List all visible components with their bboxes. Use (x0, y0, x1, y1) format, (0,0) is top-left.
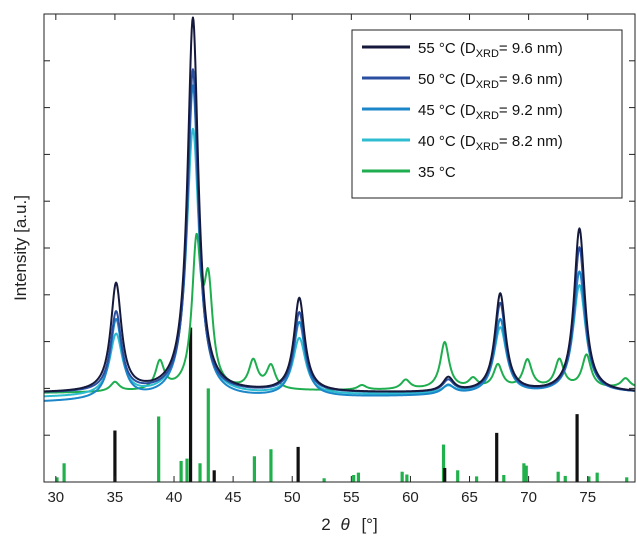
x-axis-label: 2 θ [°] (321, 515, 377, 534)
reference-stick-green (456, 470, 460, 482)
reference-stick-green (55, 477, 59, 482)
x-tick-label: 40 (166, 489, 183, 506)
legend-label: 40 °C (DXRD= 8.2 nm) (418, 133, 563, 153)
x-axis: 30 35 40 45 50 55 60 65 70 75 (47, 14, 596, 506)
reference-stick-green (405, 474, 409, 482)
reference-stick-green (185, 458, 189, 482)
reference-stick-green (595, 472, 599, 482)
reference-stick-green (269, 449, 273, 482)
reference-stick-green (587, 476, 591, 482)
reference-stick-green (441, 444, 446, 482)
x-axis-label-theta: θ (340, 515, 350, 534)
reference-stick-black (188, 327, 193, 482)
reference-stick-green (475, 476, 479, 482)
reference-stick-green (322, 478, 326, 482)
legend-label: 55 °C (DXRD= 9.6 nm) (418, 40, 563, 60)
legend-label: 45 °C (DXRD= 9.2 nm) (418, 102, 563, 122)
series-line-0 (43, 16, 636, 393)
x-axis-label-unit: [°] (361, 515, 377, 534)
legend-label: 35 °C (418, 164, 456, 181)
x-tick-label: 35 (107, 489, 124, 506)
reference-stick-green (522, 463, 526, 482)
reference-stick-black (495, 432, 499, 482)
reference-stick-green (502, 474, 506, 482)
y-axis (44, 60, 635, 436)
series-line-4 (43, 232, 636, 394)
y-axis-label: Intensity [a.u.] (11, 195, 30, 301)
reference-stick-green (157, 416, 161, 482)
reference-stick-black (443, 467, 447, 482)
reference-stick-green (356, 472, 361, 482)
x-tick-label: 50 (284, 489, 301, 506)
series-line-2 (43, 84, 636, 402)
reference-stick-black (113, 430, 117, 482)
legend: 55 °C (DXRD= 9.6 nm) 50 °C (DXRD= 9.6 nm)… (351, 29, 623, 199)
reference-stick-black (296, 446, 300, 482)
x-tick-label: 60 (402, 489, 419, 506)
reference-stick-green (62, 463, 66, 482)
reference-stick-green (252, 456, 256, 482)
plot-frame (43, 13, 636, 483)
reference-stick-green (625, 477, 629, 482)
legend-label: 50 °C (DXRD= 9.6 nm) (418, 71, 563, 91)
reference-stick-green (206, 388, 210, 482)
x-tick-label: 70 (520, 489, 537, 506)
reference-stick-green (524, 465, 528, 482)
x-tick-label: 30 (47, 489, 64, 506)
reference-stick-green (198, 463, 202, 482)
x-axis-label-main: 2 (321, 515, 330, 534)
reference-stick-black (575, 414, 579, 482)
plot-area (43, 16, 636, 482)
x-tick-label: 45 (225, 489, 242, 506)
reference-stick-black (212, 470, 216, 482)
reference-stick-green (563, 475, 567, 482)
x-tick-label: 65 (461, 489, 478, 506)
reference-stick-green (179, 460, 183, 482)
reference-stick-green (556, 471, 560, 482)
reference-stick-green (400, 471, 404, 482)
reference-stick-green (352, 474, 356, 482)
x-tick-label: 55 (343, 489, 360, 506)
x-tick-label: 75 (579, 489, 596, 506)
